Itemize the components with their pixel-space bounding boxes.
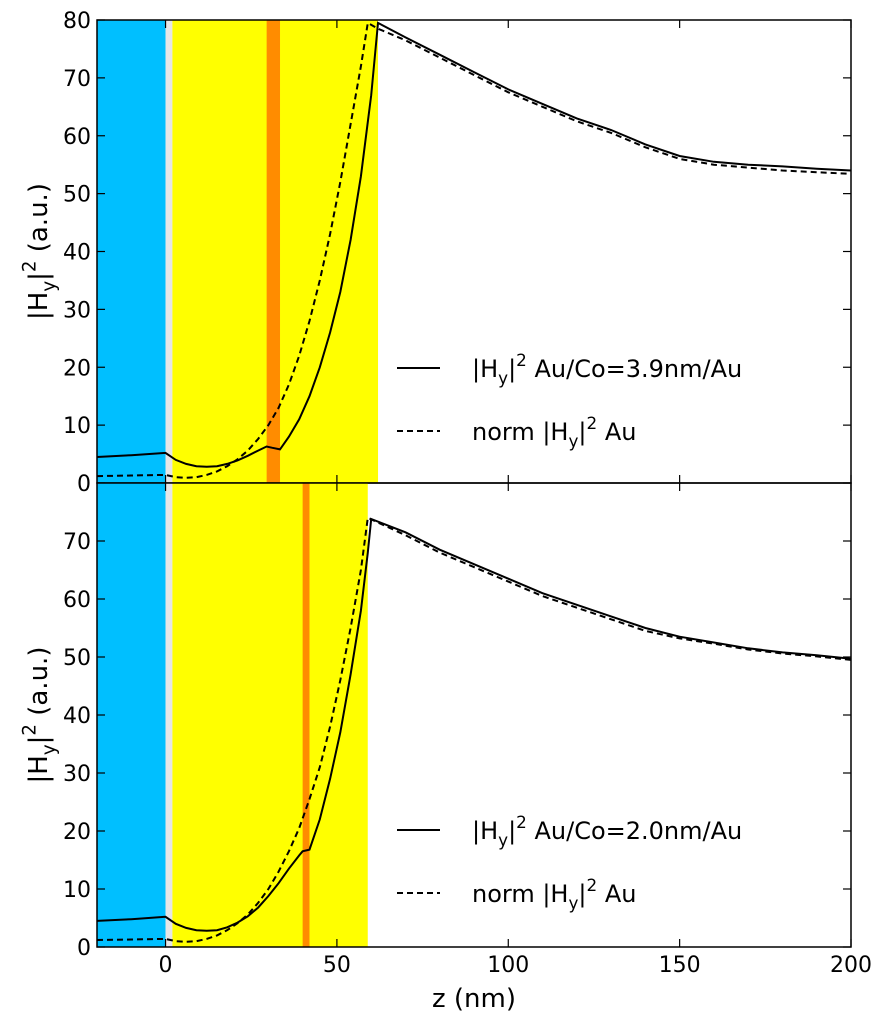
series-lines [97, 21, 851, 479]
series-line-dashed [97, 516, 851, 943]
legend: |Hy|2 Au/Co=2.0nm/Au norm |Hy|2 Au [397, 812, 742, 913]
y-tick-label: 20 [63, 820, 91, 845]
x-tick-labels: 0 50 100 150 200 [159, 953, 872, 978]
series-line-dashed [97, 21, 851, 479]
y-tick-label: 60 [63, 125, 91, 150]
y-tick-label: 0 [77, 472, 91, 497]
y-tick-label: 60 [63, 588, 91, 613]
x-tick-label: 200 [830, 953, 872, 978]
layer-regions [97, 483, 368, 947]
region-cobalt [302, 483, 310, 947]
region-spacer [165, 20, 173, 483]
legend: |Hy|2 Au/Co=3.9nm/Au norm |Hy|2 Au [397, 350, 742, 451]
y-axis-label: |Hy|2 (a.u.) [19, 647, 60, 784]
region-cobalt [266, 20, 281, 483]
x-tick-label: 100 [487, 953, 529, 978]
y-tick-label: 70 [63, 530, 91, 555]
region-gold [172, 483, 368, 947]
y-tick-label: 30 [63, 298, 91, 323]
y-tick-label: 40 [63, 241, 91, 266]
y-tick-label: 0 [77, 936, 91, 961]
y-tick-label: 40 [63, 704, 91, 729]
y-tick-label: 20 [63, 356, 91, 381]
y-tick-label: 50 [63, 183, 91, 208]
x-tick-label: 0 [159, 953, 173, 978]
x-tick-label: 50 [323, 953, 351, 978]
series-line-solid [97, 517, 851, 932]
y-axis-label: |Hy|2 (a.u.) [19, 183, 60, 320]
y-tick-label: 50 [63, 646, 91, 671]
y-tick-label: 30 [63, 762, 91, 787]
region-spacer [165, 483, 173, 947]
svg-text:|Hy|2 (a.u.): |Hy|2 (a.u.) [19, 647, 60, 784]
series-lines [97, 516, 851, 943]
tick-marks [97, 483, 852, 948]
tick-marks [97, 19, 852, 484]
svg-text:|Hy|2 (a.u.): |Hy|2 (a.u.) [19, 183, 60, 320]
bottom-panel: 0 10 20 30 40 50 60 70 0 50 100 150 200 |Hy|2 (a.u.… [19, 482, 872, 978]
legend-label: norm |Hy|2 Au [472, 413, 636, 451]
top-panel: 0 10 20 30 40 50 60 70 80 |Hy|2 (a.u.) |Hy|2 Au/… [19, 9, 852, 497]
region-substrate [97, 20, 166, 483]
y-tick-label: 10 [63, 414, 91, 439]
y-tick-labels: 0 10 20 30 40 50 60 70 [63, 530, 91, 961]
x-tick-label: 150 [659, 953, 701, 978]
y-tick-label: 70 [63, 67, 91, 92]
series-line-solid [97, 21, 851, 468]
legend-label: norm |Hy|2 Au [472, 875, 636, 913]
y-tick-labels: 0 10 20 30 40 50 60 70 80 [63, 9, 91, 497]
x-axis-label: z (nm) [432, 984, 516, 1014]
y-tick-label: 80 [63, 9, 91, 34]
region-substrate [97, 483, 166, 947]
y-tick-label: 10 [63, 878, 91, 903]
legend-label: |Hy|2 Au/Co=3.9nm/Au [472, 350, 742, 388]
legend-label: |Hy|2 Au/Co=2.0nm/Au [472, 812, 742, 850]
layer-regions [97, 20, 379, 483]
